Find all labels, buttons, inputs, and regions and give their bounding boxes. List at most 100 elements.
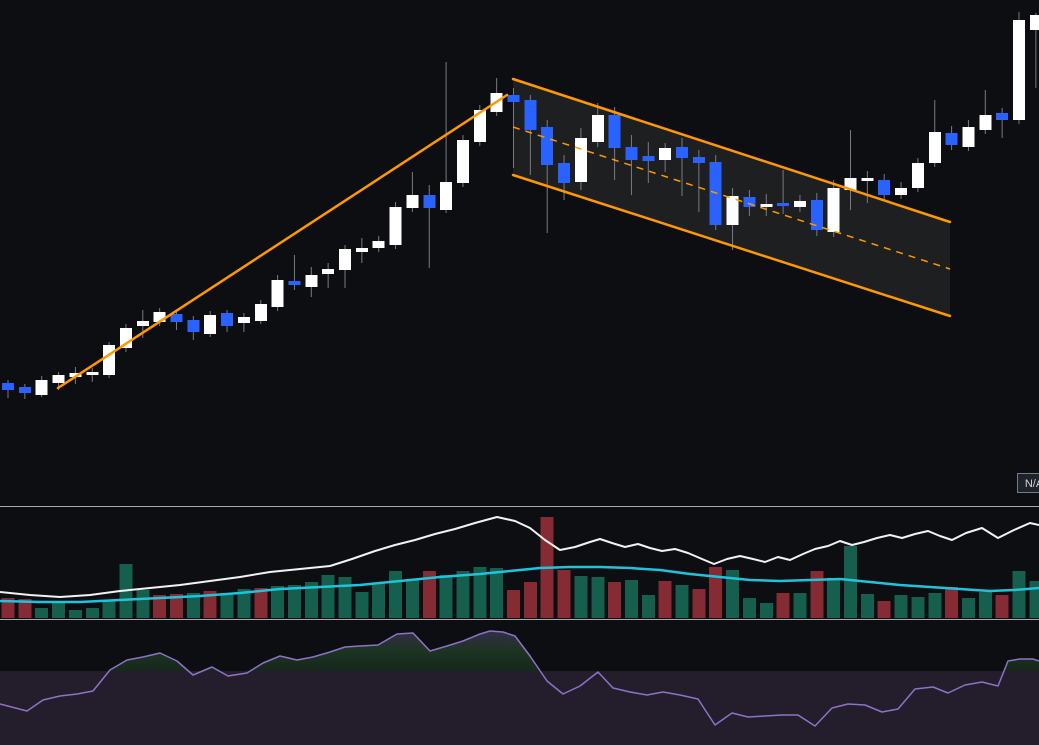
volume-bar <box>574 576 588 618</box>
volume-bar <box>85 608 99 618</box>
volume-overlay-line <box>0 516 1039 598</box>
candle-body <box>911 163 924 188</box>
candle-body <box>2 383 14 390</box>
trendline-drawing[interactable] <box>56 93 509 390</box>
candle-body <box>440 182 453 210</box>
volume-bar <box>675 585 689 618</box>
volume-bar <box>287 585 301 618</box>
candle-body <box>524 100 537 130</box>
candle-body <box>827 188 840 232</box>
volume-bar <box>220 595 234 618</box>
volume-bar <box>608 582 622 618</box>
candle-body <box>456 140 469 183</box>
volume-bar <box>507 590 520 618</box>
oscillator-line <box>0 630 1039 727</box>
candle-body <box>103 345 116 375</box>
candle-body <box>305 275 318 287</box>
candle-body <box>254 304 267 321</box>
candle-body <box>625 147 638 160</box>
candle-body <box>777 203 790 206</box>
candle-body <box>237 317 250 323</box>
volume-bar <box>928 593 942 618</box>
channel-top-line[interactable] <box>511 77 952 224</box>
oscillator-band <box>0 671 1039 745</box>
candle-body <box>423 195 436 208</box>
volume-bar <box>709 567 723 618</box>
volume-bar <box>203 591 217 618</box>
volume-bar <box>490 568 504 618</box>
volume-bar <box>170 594 183 618</box>
volume-bar <box>726 570 740 618</box>
candle-body <box>962 127 975 147</box>
price-pane[interactable] <box>2 12 1039 399</box>
volume-bar <box>810 571 824 618</box>
candle-body <box>204 315 217 334</box>
volume-bar <box>1 598 15 618</box>
volume-bar <box>254 588 268 618</box>
candle-body <box>406 195 419 208</box>
volume-bar <box>793 593 807 618</box>
volume-bar <box>978 592 992 618</box>
candle-body <box>389 207 402 245</box>
volume-bar <box>894 595 908 618</box>
volume-bar <box>136 590 150 618</box>
volume-bar <box>742 598 756 618</box>
candle-body <box>659 148 672 160</box>
candle-body <box>591 115 604 142</box>
candle-body <box>793 201 806 207</box>
volume-bar <box>439 575 453 618</box>
candle-body <box>153 312 166 322</box>
volume-bar <box>641 595 655 618</box>
volume-ma-line <box>0 565 1039 604</box>
candle-body <box>945 133 958 145</box>
volume-bar <box>102 601 116 618</box>
oscillator-pane[interactable] <box>0 630 1039 745</box>
candle-body <box>372 241 385 248</box>
pane-dividers[interactable] <box>0 506 1039 620</box>
candle-body <box>86 372 99 375</box>
candle-body <box>136 321 149 326</box>
volume-bar <box>372 583 386 618</box>
channel-bottom-line[interactable] <box>511 173 952 318</box>
candle-body <box>35 380 48 395</box>
candle-body <box>608 115 621 148</box>
candle-body <box>339 249 351 270</box>
candle-body <box>221 313 234 326</box>
candle-body <box>895 188 908 195</box>
volume-bar <box>624 580 638 618</box>
candle-body <box>322 269 335 274</box>
candle-body <box>928 132 941 163</box>
volume-bar <box>153 595 167 618</box>
volume-bar <box>1029 581 1039 618</box>
candle-body <box>574 138 587 182</box>
candle-body <box>692 157 705 163</box>
volume-bar <box>692 589 706 618</box>
volume-bar <box>658 581 672 618</box>
candle-body <box>558 163 571 183</box>
candle-body <box>996 113 1009 120</box>
candle-body <box>170 314 183 322</box>
volume-bar <box>591 577 605 618</box>
candle-body <box>507 95 520 102</box>
volume-bar <box>405 579 419 618</box>
volume-bar <box>237 589 251 618</box>
candle-body <box>844 178 857 190</box>
candle-body <box>726 196 739 225</box>
candle-body <box>69 373 82 377</box>
candle-body <box>18 387 31 393</box>
volume-bar <box>338 577 352 618</box>
volume-bar <box>355 592 369 618</box>
candle-body <box>676 147 688 158</box>
volume-bar <box>186 593 200 618</box>
candle-body <box>979 115 992 130</box>
volume-bar <box>860 594 874 618</box>
volume-bar <box>945 587 959 618</box>
volume-bar <box>995 595 1009 618</box>
candle-body <box>878 180 891 195</box>
volume-bar <box>321 575 335 618</box>
volume-bar <box>776 593 790 618</box>
channel-mid-line[interactable] <box>512 126 951 270</box>
volume-pane[interactable] <box>0 516 1039 618</box>
